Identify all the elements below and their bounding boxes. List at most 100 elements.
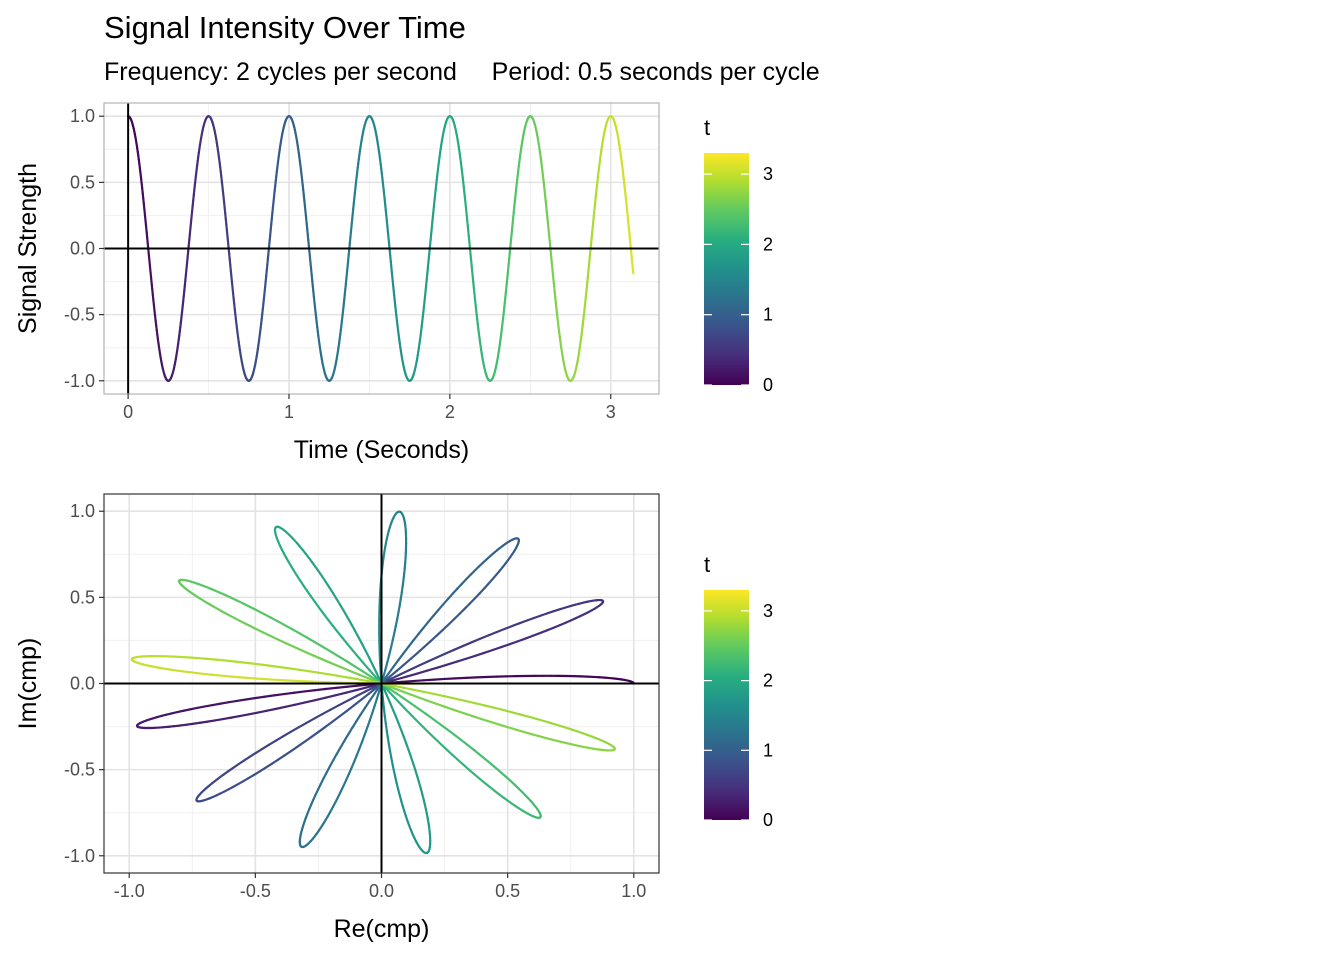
curve-segment xyxy=(473,592,481,600)
curve-segment xyxy=(368,692,376,702)
curve-segment xyxy=(242,602,251,608)
x-tick-label: -0.5 xyxy=(240,881,271,901)
curve-segment xyxy=(354,686,368,692)
curve-segment xyxy=(230,660,242,664)
curve-segment xyxy=(320,657,332,665)
curve-segment xyxy=(334,691,347,697)
curve-segment xyxy=(282,691,296,696)
curve-segment xyxy=(265,707,278,712)
curve-segment xyxy=(355,690,367,698)
curve-segment xyxy=(484,758,492,765)
curve-segment xyxy=(262,631,273,638)
chart-panel-1: 0 1 2 3 -1.0 -0.5 0.0 0.5 1.0 Time (Seconds) Signa… xyxy=(14,102,773,464)
curve-segment xyxy=(453,697,466,702)
curve-segment xyxy=(237,759,246,766)
curve-segment xyxy=(363,699,371,709)
curve-segment xyxy=(276,619,286,627)
x-tick-label: -1.0 xyxy=(114,881,145,901)
curve-segment xyxy=(291,628,301,635)
curve-segment xyxy=(489,720,501,726)
curve-segment xyxy=(335,746,342,756)
curve-segment xyxy=(357,635,364,646)
curve-segment xyxy=(451,753,459,761)
curve-segment xyxy=(357,656,366,665)
curve-segment xyxy=(195,705,206,710)
curve-segment xyxy=(347,767,353,776)
curve-segment xyxy=(443,705,456,712)
legend-tick-label: 3 xyxy=(763,164,773,184)
curve-segment xyxy=(188,706,199,711)
curve-segment xyxy=(397,652,405,662)
curve-segment xyxy=(238,661,251,665)
signal-curve xyxy=(130,510,635,855)
curve-segment xyxy=(397,701,406,710)
y-tick-label: -1.0 xyxy=(64,846,95,866)
curve-segment xyxy=(409,702,420,710)
y-axis-label: Signal Strength xyxy=(14,163,42,334)
curve-segment xyxy=(455,657,468,663)
curve-segment xyxy=(276,678,289,682)
curve-segment xyxy=(371,663,378,674)
curve-segment xyxy=(408,664,420,671)
curve-segment xyxy=(345,704,356,712)
x-tick-label: 3 xyxy=(606,402,616,422)
curve-segment xyxy=(432,609,440,618)
curve-segment xyxy=(435,629,444,637)
curve-segment xyxy=(248,751,257,758)
curve-segment xyxy=(416,646,425,655)
curve-segment xyxy=(303,699,317,704)
curve-segment xyxy=(317,725,327,734)
curve-segment xyxy=(426,666,439,672)
curve-segment xyxy=(353,629,360,639)
curve-segment xyxy=(433,692,446,698)
curve-segment xyxy=(391,631,396,642)
legend-tick-label: 2 xyxy=(763,671,773,691)
curve-segment xyxy=(395,663,405,672)
curve-segment xyxy=(395,688,408,695)
y-tick-label: -1.0 xyxy=(64,371,95,391)
curve-segment xyxy=(437,603,445,612)
curve-segment xyxy=(539,629,549,635)
curve-segment xyxy=(346,660,357,668)
curve-segment xyxy=(424,699,437,705)
curve-segment xyxy=(322,645,333,653)
curve-segment xyxy=(253,695,266,700)
curve-segment xyxy=(296,668,310,673)
legend-tick-label: 0 xyxy=(763,810,773,830)
curve-segment xyxy=(423,690,436,696)
curve-segment xyxy=(495,767,503,774)
curve-segment xyxy=(550,722,560,727)
curve-segment xyxy=(386,735,390,746)
curve-segment xyxy=(348,669,360,676)
curve-segment xyxy=(375,671,381,681)
curve-segment xyxy=(396,610,400,621)
curve-segment xyxy=(352,754,358,764)
curve-segment xyxy=(412,633,420,642)
curve-segment xyxy=(303,689,316,693)
curve-segment xyxy=(263,694,276,698)
curve-segment xyxy=(424,712,435,721)
curve-segment xyxy=(453,612,461,621)
curve-segment xyxy=(360,733,366,744)
curve-segment xyxy=(364,649,371,660)
curve-segment xyxy=(324,686,338,691)
curve-segment xyxy=(354,665,365,673)
chart-panel-2: -1.0 -0.5 0.0 0.5 1.0 -1.0 -0.5 0.0 0.5 1.0 Re(cmp… xyxy=(14,493,773,943)
curve-segment xyxy=(274,735,285,742)
curve-segment xyxy=(331,591,338,600)
curve-segment xyxy=(331,624,339,633)
curve-segment xyxy=(276,754,286,761)
curve-segment xyxy=(462,763,471,771)
curve-segment xyxy=(391,763,396,773)
curve-segment xyxy=(411,679,425,683)
colorbar xyxy=(704,590,749,820)
curve-segment xyxy=(368,712,374,722)
curve-segment xyxy=(311,654,323,661)
curve-segment xyxy=(416,669,429,675)
curve-segment xyxy=(483,704,495,709)
legend-title: t xyxy=(704,115,710,140)
curve-segment xyxy=(337,699,349,707)
y-tick-label: 0.5 xyxy=(70,587,95,607)
curve-segment xyxy=(252,770,261,777)
curve-segment xyxy=(397,604,401,614)
